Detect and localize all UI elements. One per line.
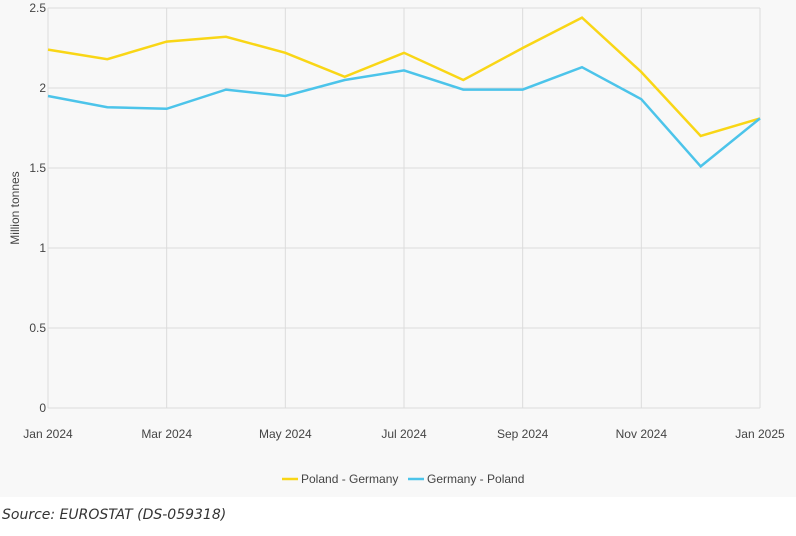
x-tick-label: Jul 2024 [381, 427, 427, 441]
legend-label: Poland - Germany [301, 472, 398, 486]
x-tick-label: Jan 2025 [735, 427, 785, 441]
y-tick-label: 2.5 [29, 1, 46, 15]
legend-label: Germany - Poland [427, 472, 524, 486]
x-tick-label: Mar 2024 [141, 427, 192, 441]
y-tick-label: 0.5 [29, 321, 46, 335]
y-tick-label: 1 [39, 241, 46, 255]
series-line-0 [47, 16, 761, 138]
y-axis-label: Million tonnes [8, 171, 22, 244]
x-tick-label: Nov 2024 [616, 427, 668, 441]
line-chart: 0 0.5 1 1.5 2 2.5 Jan 2024 Mar 2024 May 2024 Jul… [8, 1, 785, 486]
source-note: Source: EUROSTAT (DS-059318) [2, 507, 227, 523]
y-tick-label: 2 [39, 81, 46, 95]
series-line-1 [47, 65, 761, 169]
x-tick-label: Jan 2024 [23, 427, 73, 441]
y-tick-label: 1.5 [29, 161, 46, 175]
y-tick-label: 0 [39, 401, 46, 415]
x-tick-label: May 2024 [259, 427, 312, 441]
x-tick-label: Sep 2024 [497, 427, 549, 441]
